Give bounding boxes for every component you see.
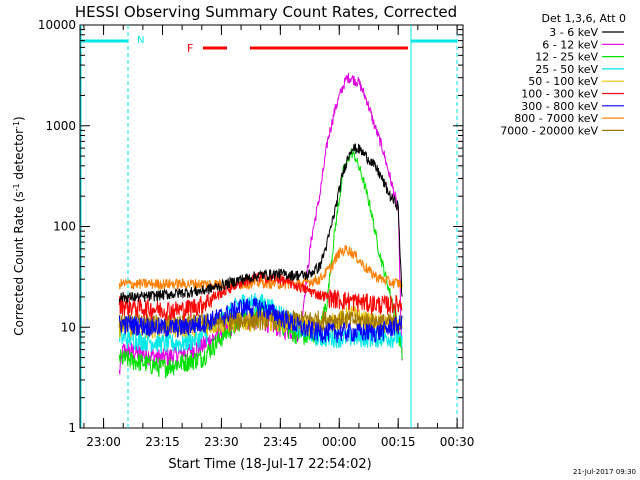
- legend-label: 50 - 100 keV: [528, 75, 598, 88]
- x-axis-label: Start Time (18-Jul-17 22:54:02): [168, 457, 371, 472]
- y-tick-label: 1: [68, 421, 76, 435]
- legend-label: 7000 - 20000 keV: [500, 124, 598, 137]
- y-tick-label: 10000: [38, 18, 76, 32]
- series-line: [118, 297, 403, 344]
- series-line: [118, 244, 403, 291]
- x-tick-label: 23:45: [263, 435, 298, 449]
- legend-label: 100 - 300 keV: [521, 88, 598, 101]
- night-annotation-n: N: [137, 35, 144, 46]
- legend-label: 800 - 7000 keV: [514, 112, 598, 125]
- x-tick-label: 00:30: [440, 435, 475, 449]
- plot-frame: [79, 24, 464, 429]
- legend-label: 6 - 12 keV: [542, 38, 598, 51]
- x-tick-label: 00:00: [322, 435, 357, 449]
- series-layer: [118, 73, 403, 379]
- legend-title: Det 1,3,6, Att 0: [542, 12, 626, 25]
- x-tick-label: 23:15: [145, 435, 180, 449]
- chart-title: HESSI Observing Summary Count Rates, Cor…: [75, 3, 457, 21]
- timestamp: 21-Jul-2017 09:30: [573, 468, 636, 476]
- x-tick-label: 00:15: [381, 435, 416, 449]
- legend-label: 25 - 50 keV: [535, 63, 598, 76]
- legend-label: 3 - 6 keV: [549, 26, 598, 39]
- series-300-800-kev: [118, 297, 403, 344]
- x-tick-label: 23:00: [86, 435, 121, 449]
- night-markers: [80, 25, 458, 428]
- x-tick-label: 23:30: [204, 435, 239, 449]
- legend-label: 300 - 800 keV: [521, 100, 598, 113]
- y-tick-label: 10: [61, 320, 76, 334]
- legend-label: 12 - 25 keV: [535, 51, 598, 64]
- y-tick-label: 100: [53, 220, 76, 234]
- series-3-6-kev: [118, 143, 403, 304]
- flare-annotation-f: F: [187, 42, 193, 55]
- x-axis: 23:00 23:15 23:30 23:45 00:00 00:15 00:30: [83, 25, 475, 449]
- y-axis-label: Corrected Count Rate (s-1 detector-1): [12, 116, 27, 335]
- y-axis: 1 10 100 1000 10000: [38, 18, 463, 435]
- series-line: [118, 143, 403, 304]
- y-tick-label: 1000: [45, 119, 76, 133]
- series-800-7000-kev: [118, 244, 403, 291]
